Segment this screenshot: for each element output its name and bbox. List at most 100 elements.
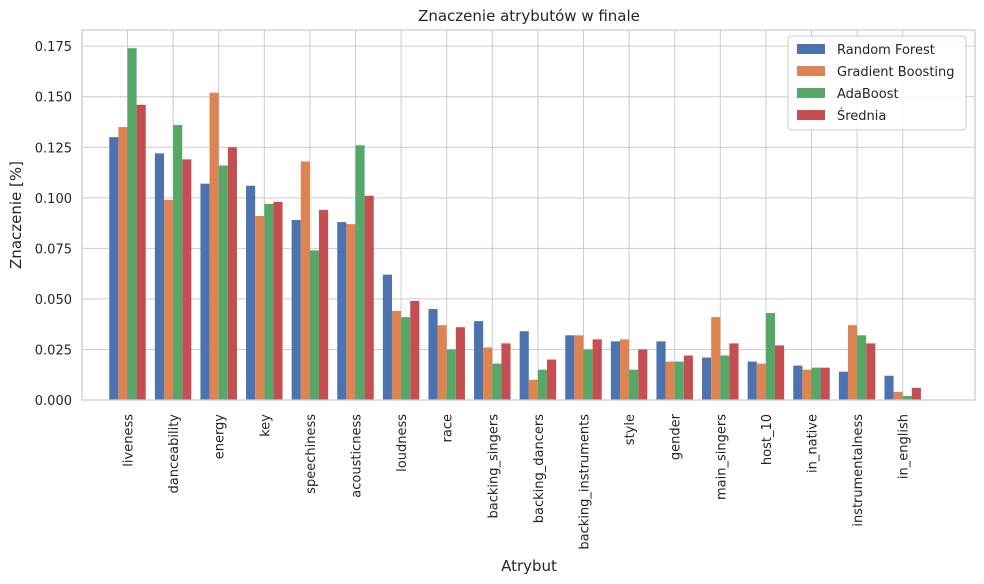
bar	[163, 199, 174, 400]
bar	[674, 361, 684, 400]
y-tick-label: 0.075	[35, 242, 72, 257]
bar	[574, 335, 584, 400]
bar	[410, 300, 420, 400]
bar	[592, 339, 602, 400]
bar	[656, 341, 666, 400]
legend-label: Random Forest	[837, 43, 935, 58]
legend-swatch	[797, 44, 825, 54]
bar	[483, 347, 493, 400]
bar	[702, 357, 712, 400]
x-tick-label: instrumentalness	[851, 414, 866, 527]
bar	[519, 331, 529, 400]
x-tick-label: backing_singers	[486, 414, 501, 519]
bar	[528, 379, 538, 400]
legend-swatch	[797, 110, 825, 120]
bar	[401, 317, 411, 400]
y-tick-label: 0.175	[35, 40, 72, 55]
bar	[182, 159, 192, 400]
y-tick-label: 0.100	[35, 192, 72, 207]
bar	[902, 395, 912, 400]
bar	[173, 125, 183, 401]
bar	[446, 349, 456, 400]
bar	[209, 92, 219, 400]
bar	[911, 387, 921, 400]
x-tick-label: loudness	[395, 414, 410, 472]
bar	[255, 216, 265, 400]
bar	[382, 274, 392, 400]
bar	[629, 369, 639, 400]
bar	[838, 371, 848, 400]
bar	[610, 341, 620, 400]
bar	[218, 165, 228, 400]
y-tick-label: 0.000	[35, 394, 72, 409]
x-tick-label: key	[258, 414, 273, 437]
bar	[492, 363, 502, 400]
bar	[756, 363, 766, 400]
bar	[227, 147, 237, 400]
x-axis-label: Atrybut	[501, 557, 557, 575]
plot-frame	[81, 29, 976, 401]
x-ticks: liveness danceability energy key speechiness…	[122, 413, 912, 549]
x-tick-label: danceability	[167, 414, 182, 494]
x-tick-label: in_english	[897, 414, 912, 479]
bar	[866, 343, 876, 400]
bar	[391, 311, 402, 400]
x-tick-label: in_native	[806, 414, 821, 473]
legend-box	[787, 35, 967, 131]
legend-swatch	[797, 66, 825, 76]
bar	[309, 250, 320, 400]
legend-label: AdaBoost	[837, 87, 899, 102]
bar	[346, 224, 356, 400]
y-ticks: 0.000 0.025 0.050 0.075 0.100 0.125 0.150 0.175	[35, 40, 72, 409]
bar	[455, 327, 465, 400]
x-tick-label: style	[623, 414, 638, 445]
bar	[847, 325, 858, 400]
bar	[711, 317, 721, 400]
bar	[355, 145, 365, 400]
bar	[154, 153, 164, 400]
bar	[246, 185, 256, 400]
y-tick-label: 0.150	[35, 91, 72, 106]
bar	[118, 127, 128, 400]
x-tick-label: race	[441, 414, 456, 442]
legend-swatch	[797, 88, 825, 98]
bar	[364, 195, 374, 400]
x-tick-label: speechiness	[304, 414, 319, 494]
x-tick-label: gender	[669, 413, 684, 460]
x-tick-label: liveness	[122, 414, 137, 467]
bar	[884, 375, 894, 400]
bar	[665, 361, 675, 400]
bar	[474, 321, 484, 400]
bars	[109, 48, 921, 401]
bar	[857, 335, 867, 400]
x-tick-label: backing_instruments	[578, 414, 593, 550]
legend: Random Forest Gradient Boosting AdaBoost Śr…	[787, 35, 967, 131]
bar	[893, 391, 903, 400]
x-tick-label: host_10	[760, 414, 775, 465]
bar	[820, 367, 830, 400]
bar	[437, 325, 447, 400]
x-tick-label: energy	[213, 414, 228, 460]
legend-label: Średnia	[837, 108, 886, 124]
bar	[200, 183, 210, 400]
bar	[583, 349, 593, 400]
bar	[547, 359, 557, 400]
bar	[775, 345, 785, 400]
x-tick-label: acousticness	[350, 414, 365, 498]
bar	[127, 48, 137, 401]
bar	[319, 209, 329, 400]
y-tick-label: 0.125	[35, 141, 72, 156]
bar	[802, 369, 812, 400]
bar	[136, 104, 146, 400]
bar	[793, 365, 803, 400]
bar	[720, 355, 730, 400]
chart-title: Znaczenie atrybutów w finale	[418, 7, 640, 25]
bar	[811, 367, 821, 400]
bar	[619, 339, 630, 400]
bar	[291, 220, 301, 400]
bar	[565, 335, 575, 400]
y-axis-label: Znaczenie [%]	[7, 161, 25, 269]
x-tick-label: main_singers	[714, 414, 729, 500]
bar	[300, 161, 310, 400]
